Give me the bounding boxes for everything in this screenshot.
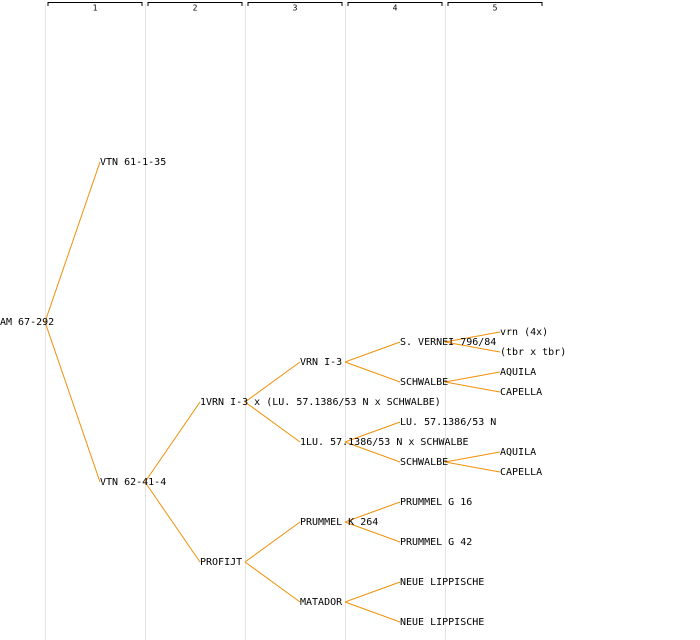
edge xyxy=(444,461,501,473)
node-label: PROFIJT xyxy=(200,557,242,568)
column-bracket xyxy=(347,2,443,6)
edge xyxy=(444,331,501,343)
edge xyxy=(344,341,401,363)
node-label: AQUILA xyxy=(500,367,536,378)
node-label: NEUE LIPPISCHE xyxy=(400,617,484,628)
column-separators xyxy=(45,4,446,640)
edge xyxy=(344,581,401,603)
edge xyxy=(44,161,101,323)
node-label: S. VERNEI 796/84 xyxy=(400,337,496,348)
edge xyxy=(244,401,301,443)
column-number: 1 xyxy=(93,4,98,13)
node-label: LU. 57.1386/53 N xyxy=(400,417,496,428)
edge xyxy=(444,451,501,463)
node-label: (tbr x tbr) xyxy=(500,347,566,358)
column-bracket xyxy=(147,2,243,6)
edge xyxy=(344,421,401,443)
node-label: MATADOR xyxy=(300,597,343,608)
edge xyxy=(344,501,401,523)
edge xyxy=(244,361,301,403)
node-label: AQUILA xyxy=(500,447,536,458)
column-bracket xyxy=(247,2,343,6)
edge xyxy=(244,521,301,563)
column-number: 3 xyxy=(293,4,298,13)
edge xyxy=(244,561,301,603)
node-label: SCHWALBE xyxy=(400,457,448,468)
column-number: 4 xyxy=(393,4,398,13)
node-label: PRUMMEL G 42 xyxy=(400,537,472,548)
node-label: vrn (4x) xyxy=(500,327,548,338)
column-bracket xyxy=(447,2,543,6)
node-label: CAPELLA xyxy=(500,467,542,478)
column-number: 5 xyxy=(493,4,498,13)
node-label: PRUMMEL K 264 xyxy=(300,517,378,528)
edge xyxy=(344,441,401,463)
edge xyxy=(44,321,101,483)
node-label: PRUMMEL G 16 xyxy=(400,497,472,508)
node-label: VTN 62-41-4 xyxy=(100,477,166,488)
edge xyxy=(144,401,201,483)
node-label: VRN I-3 xyxy=(300,357,342,368)
edge xyxy=(144,481,201,563)
node-label: CAPELLA xyxy=(500,387,542,398)
node-label: NEUE LIPPISCHE xyxy=(400,577,484,588)
edge xyxy=(444,341,501,353)
edge xyxy=(344,601,401,623)
node-label: 1LU. 57.1386/53 N x SCHWALBE xyxy=(300,437,469,448)
node-label: SCHWALBE xyxy=(400,377,448,388)
node-label: AM 67-292 xyxy=(0,317,54,328)
edge xyxy=(444,371,501,383)
edge xyxy=(444,381,501,393)
node-label: 1VRN I-3 x (LU. 57.1386/53 N x SCHWALBE) xyxy=(200,397,441,408)
edge xyxy=(344,521,401,543)
column-bracket xyxy=(47,2,143,6)
edge xyxy=(344,361,401,383)
column-number: 2 xyxy=(193,4,198,13)
node-label: VTN 61-1-35 xyxy=(100,157,166,168)
